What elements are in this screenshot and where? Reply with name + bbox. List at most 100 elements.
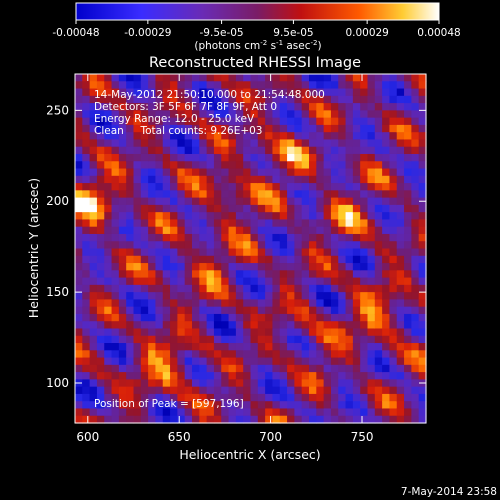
heatmap-cell [294, 74, 303, 82]
heatmap-cell [162, 168, 171, 177]
heatmap-cell [279, 248, 288, 257]
heatmap-cell [287, 292, 295, 300]
heatmap-cell [89, 401, 98, 410]
heatmap-cell [170, 124, 178, 133]
heatmap-cell [243, 110, 252, 119]
colorbar-tick-label: 9.5e-05 [273, 27, 313, 39]
heatmap-cell [382, 139, 391, 148]
heatmap-cell [360, 241, 369, 250]
heatmap-cell [323, 146, 332, 155]
heatmap-cell [126, 74, 135, 82]
heatmap-cell [192, 343, 200, 351]
heatmap-cell [118, 124, 127, 133]
heatmap-cell [309, 321, 317, 330]
heatmap-cell [345, 335, 354, 344]
heatmap-cell [118, 132, 127, 141]
heatmap-cell [104, 306, 113, 315]
heatmap-cell [367, 415, 376, 424]
heatmap-cell [323, 379, 332, 388]
heatmap-cell [235, 117, 244, 126]
heatmap-cell [243, 226, 252, 235]
heatmap-cell [404, 212, 412, 221]
heatmap-cell [323, 153, 332, 162]
heatmap-cell [96, 292, 105, 300]
heatmap-cell [367, 204, 376, 213]
heatmap-cell [301, 328, 310, 337]
heatmap-cell [184, 175, 193, 184]
heatmap-cell [82, 117, 91, 126]
heatmap-cell [162, 139, 171, 148]
heatmap-cell [382, 255, 391, 264]
heatmap-cell [213, 350, 222, 359]
heatmap-cell [184, 153, 193, 162]
heatmap-cell [411, 168, 420, 177]
heatmap-cell [228, 364, 237, 373]
heatmap-cell [111, 350, 120, 359]
heatmap-cell [118, 299, 127, 308]
heatmap-cell [235, 88, 244, 97]
heatmap-cell [170, 408, 178, 417]
heatmap-cell [140, 81, 149, 90]
heatmap-cell [360, 372, 369, 380]
heatmap-cell [170, 401, 178, 410]
heatmap-cell [221, 146, 230, 155]
heatmap-cell [287, 277, 295, 286]
heatmap-cell [257, 350, 266, 359]
heatmap-cell [265, 88, 274, 97]
heatmap-cell [111, 226, 120, 235]
heatmap-cell [75, 270, 83, 279]
heatmap-cell [404, 313, 412, 322]
heatmap-cell [221, 415, 230, 424]
heatmap-cell [96, 175, 105, 184]
heatmap-cell [411, 74, 420, 82]
heatmap-cell [221, 277, 230, 286]
heatmap-cell [177, 408, 186, 417]
heatmap-cell [404, 146, 412, 155]
heatmap-cell [192, 175, 200, 184]
heatmap-cell [235, 183, 244, 191]
heatmap-cell [404, 270, 412, 279]
heatmap-cell [250, 124, 259, 133]
heatmap-cell [418, 81, 427, 90]
heatmap-cell [316, 328, 325, 337]
heatmap-cell [345, 357, 354, 366]
heatmap-cell [235, 161, 244, 170]
heatmap-cell [177, 197, 186, 206]
heatmap-cell [418, 139, 427, 148]
heatmap-cell [75, 350, 83, 359]
heatmap-cell [309, 212, 317, 221]
heatmap-cell [82, 372, 91, 380]
heatmap-cell [250, 161, 259, 170]
heatmap-cell [155, 183, 164, 191]
heatmap-cell [396, 168, 405, 177]
heatmap-cell [75, 357, 83, 366]
heatmap-cell [228, 401, 237, 410]
heatmap-cell [184, 168, 193, 177]
heatmap-cell [396, 343, 405, 351]
heatmap-cell [155, 408, 164, 417]
heatmap-cell [89, 161, 98, 170]
heatmap-cell [221, 248, 230, 257]
heatmap-cell [418, 124, 427, 133]
heatmap-cell [338, 263, 347, 271]
heatmap-cell [162, 204, 171, 213]
heatmap-cell [177, 124, 186, 133]
heatmap-cell [126, 139, 135, 148]
heatmap-cell [96, 255, 105, 264]
heatmap-cell [272, 364, 281, 373]
heatmap-cell [323, 175, 332, 184]
heatmap-cell [89, 103, 98, 111]
heatmap-cell [396, 81, 405, 90]
heatmap-cell [374, 168, 383, 177]
heatmap-cell [148, 81, 157, 90]
heatmap-cell [104, 175, 113, 184]
heatmap-cell [104, 292, 113, 300]
heatmap-cell [287, 124, 295, 133]
heatmap-cell [155, 328, 164, 337]
heatmap-cell [104, 212, 113, 221]
heatmap-cell [294, 263, 303, 271]
heatmap-cell [345, 328, 354, 337]
heatmap-cell [221, 328, 230, 337]
heatmap-cell [367, 124, 376, 133]
